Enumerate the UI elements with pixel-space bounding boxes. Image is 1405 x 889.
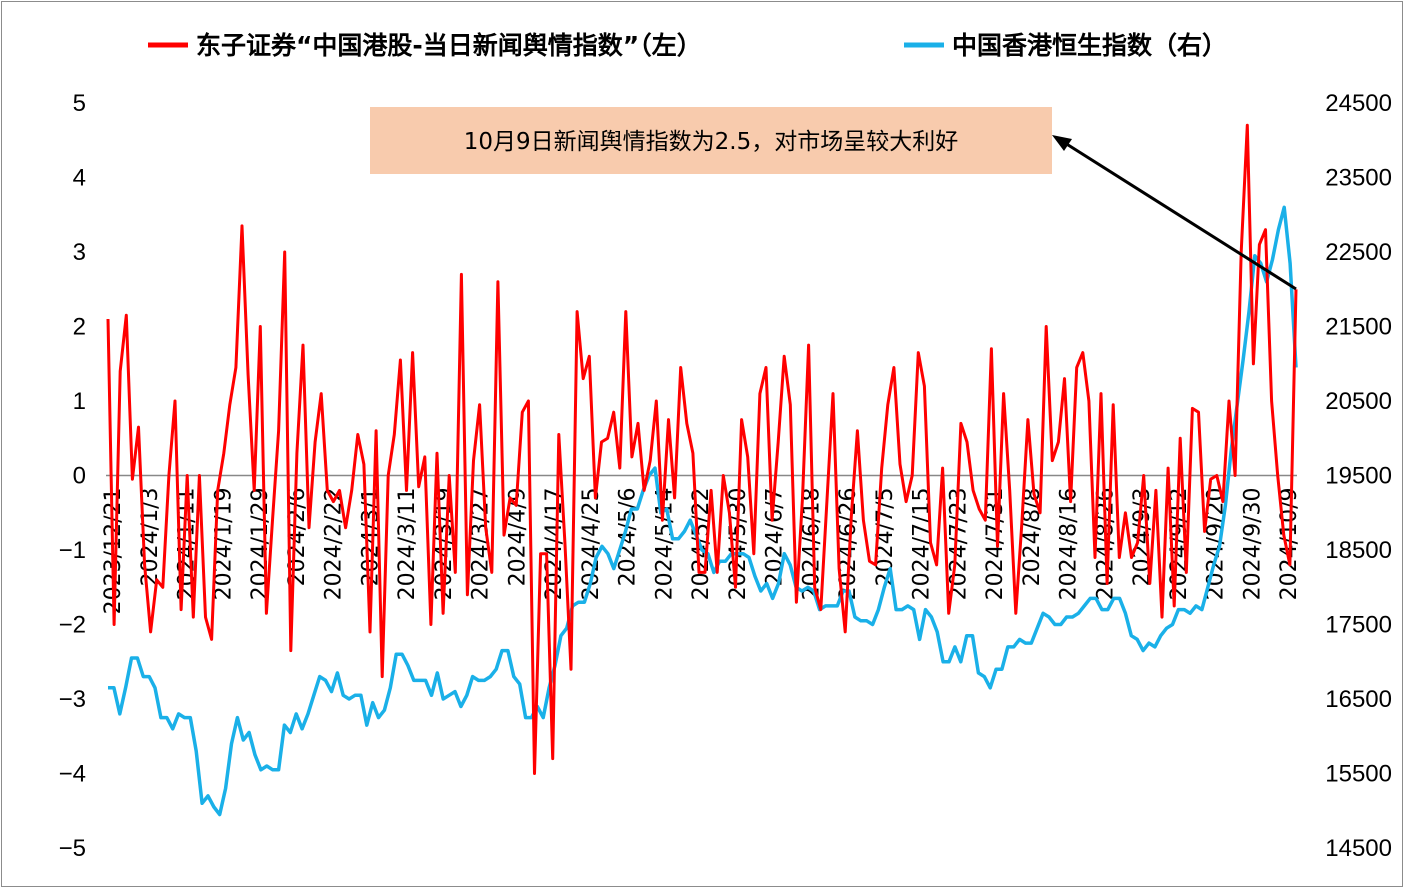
x-tick-label: 2024/8/16 bbox=[1057, 488, 1082, 601]
right-axis: 24500 23500 22500 21500 20500 19500 18500 17500… bbox=[1325, 90, 1392, 862]
left-tick-label: 2 bbox=[73, 314, 86, 341]
annotation-box bbox=[370, 107, 1052, 174]
annotation-text: 10月9日新闻舆情指数为2.5，对市场呈较大利好 bbox=[464, 129, 958, 155]
left-tick-label: 3 bbox=[73, 239, 86, 266]
right-tick-label: 14500 bbox=[1325, 835, 1392, 862]
left-axis: 5 4 3 2 1 0 −1 −2 −3 −4 −5 bbox=[59, 90, 86, 862]
right-tick-label: 24500 bbox=[1325, 90, 1392, 117]
right-tick-label: 17500 bbox=[1325, 612, 1392, 639]
left-tick-label: 5 bbox=[73, 90, 86, 117]
left-tick-label: −3 bbox=[59, 686, 86, 713]
annotation-arrow-line bbox=[1064, 141, 1297, 291]
series-layer bbox=[106, 123, 1298, 817]
x-tick-label: 2024/9/30 bbox=[1240, 488, 1265, 601]
x-tick-label: 2024/3/11 bbox=[395, 488, 420, 601]
left-tick-label: 4 bbox=[73, 165, 86, 192]
right-tick-label: 21500 bbox=[1325, 314, 1392, 341]
left-tick-label: 1 bbox=[73, 388, 86, 415]
right-tick-label: 15500 bbox=[1325, 761, 1392, 788]
legend: 东子证券“中国港股-当日新闻舆情指数”（左） 中国香港恒生指数（右） bbox=[148, 31, 1227, 60]
right-tick-label: 16500 bbox=[1325, 686, 1392, 713]
series-line-sentiment bbox=[106, 123, 1298, 775]
x-tick-label: 2024/5/6 bbox=[616, 488, 641, 587]
right-tick-label: 20500 bbox=[1325, 388, 1392, 415]
legend-label-sentiment: 东子证券“中国港股-当日新闻舆情指数”（左） bbox=[196, 31, 702, 60]
series-line-hsi bbox=[108, 205, 1298, 817]
left-tick-label: −1 bbox=[59, 537, 86, 564]
legend-label-hsi: 中国香港恒生指数（右） bbox=[952, 31, 1227, 60]
right-tick-label: 18500 bbox=[1325, 537, 1392, 564]
left-tick-label: −4 bbox=[59, 761, 86, 788]
x-tick-label: 2024/6/7 bbox=[763, 488, 788, 587]
x-tick-label: 2024/5/14 bbox=[652, 488, 677, 601]
annotation-arrow-head bbox=[1052, 135, 1072, 151]
annotation: 10月9日新闻舆情指数为2.5，对市场呈较大利好 bbox=[370, 107, 1297, 291]
right-tick-label: 23500 bbox=[1325, 165, 1392, 192]
left-tick-label: −5 bbox=[59, 835, 86, 862]
right-tick-label: 19500 bbox=[1325, 463, 1392, 490]
left-tick-label: −2 bbox=[59, 612, 86, 639]
left-tick-label: 0 bbox=[73, 463, 86, 490]
right-tick-label: 22500 bbox=[1325, 239, 1392, 266]
